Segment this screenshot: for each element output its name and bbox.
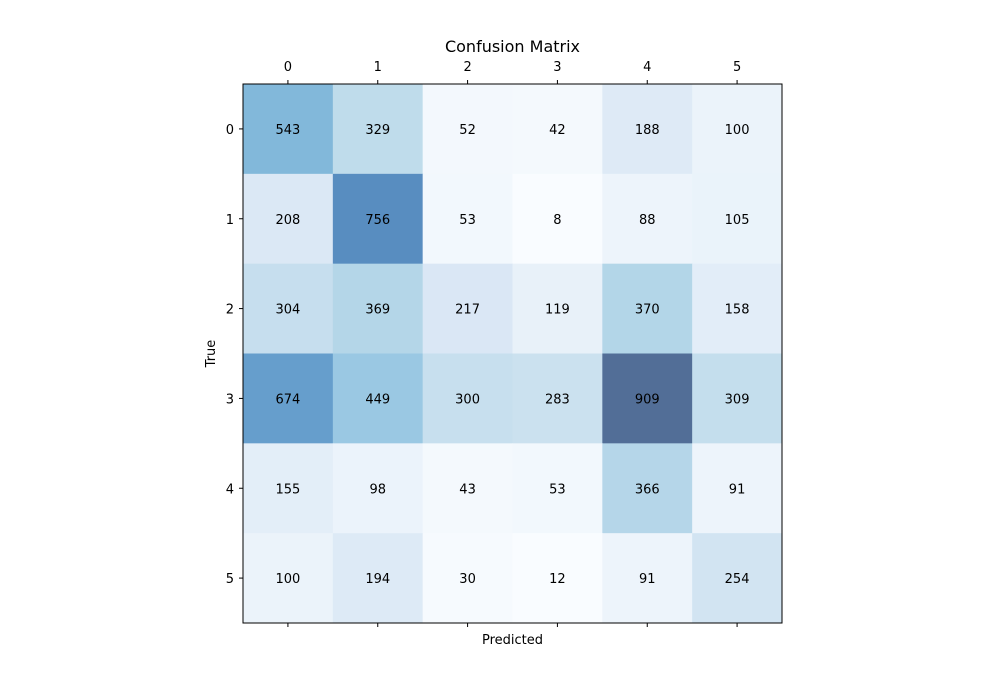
cell-value-3-2: 300 (455, 392, 480, 407)
x-axis-label: Predicted (482, 633, 543, 648)
cell-value-4-0: 155 (276, 482, 301, 497)
heatmap-cell-1-5 (692, 173, 783, 265)
heatmap-cell-4-4 (602, 443, 693, 534)
heatmap-cell-5-0 (243, 533, 334, 624)
cell-value-5-2: 30 (459, 572, 476, 587)
cell-value-0-0: 543 (276, 123, 301, 138)
heatmap-cell-4-1 (332, 443, 424, 534)
plot-frame (242, 83, 783, 624)
cell-value-3-4: 909 (635, 392, 660, 407)
heatmap-cell-5-4 (602, 533, 693, 624)
cell-value-5-5: 254 (725, 572, 750, 587)
heatmap-cell-3-4 (602, 353, 693, 444)
cell-value-1-5: 105 (725, 213, 750, 228)
cell-value-4-5: 91 (729, 482, 746, 497)
heatmap-cell-0-5 (692, 84, 783, 175)
heatmap-cell-5-3 (512, 533, 603, 624)
x-tick-label-4: 4 (643, 60, 651, 75)
heatmap-cell-2-2 (422, 263, 513, 354)
y-tick-label-3: 3 (226, 392, 234, 407)
heatmap-cell-4-0 (243, 443, 334, 534)
cell-value-0-3: 42 (549, 123, 566, 138)
x-tick-label-5: 5 (733, 60, 741, 75)
cell-value-1-0: 208 (276, 213, 301, 228)
heatmap-cell-3-3 (512, 353, 603, 444)
heatmap-cell-0-3 (512, 84, 603, 175)
cell-value-5-1: 194 (365, 572, 390, 587)
cell-value-3-1: 449 (365, 392, 390, 407)
heatmap-cell-4-2 (422, 443, 513, 534)
cell-value-2-3: 119 (545, 303, 570, 318)
heatmap-cell-2-0 (243, 263, 334, 354)
x-tick-label-1: 1 (374, 60, 382, 75)
heatmap-cell-0-2 (422, 84, 513, 175)
cell-value-4-2: 43 (459, 482, 476, 497)
cell-value-3-3: 283 (545, 392, 570, 407)
cell-value-0-4: 188 (635, 123, 660, 138)
x-tick-label-2: 2 (463, 60, 471, 75)
heatmap-cell-4-5 (692, 443, 783, 534)
cell-value-0-5: 100 (725, 123, 750, 138)
heatmap-cell-3-1 (332, 353, 424, 444)
heatmap-cell-2-1 (332, 263, 424, 354)
heatmap-cell-1-2 (422, 173, 513, 265)
cell-value-4-1: 98 (369, 482, 386, 497)
heatmap-cell-2-5 (692, 263, 783, 354)
y-tick-label-0: 0 (226, 123, 234, 138)
x-tick-label-3: 3 (553, 60, 561, 75)
heatmap-cell-2-3 (512, 263, 603, 354)
cell-value-2-2: 217 (455, 303, 480, 318)
cell-value-5-4: 91 (639, 572, 656, 587)
cell-value-5-3: 12 (549, 572, 566, 587)
heatmap-cell-1-4 (602, 173, 693, 265)
chart-title: Confusion Matrix (445, 37, 580, 56)
cell-value-3-5: 309 (725, 392, 750, 407)
cell-value-1-4: 88 (639, 213, 656, 228)
cell-value-3-0: 674 (276, 392, 301, 407)
cell-value-0-1: 329 (365, 123, 390, 138)
heatmap-cell-3-2 (422, 353, 513, 444)
cell-value-4-3: 53 (549, 482, 566, 497)
heatmap-cell-2-4 (602, 263, 693, 354)
heatmap-cell-3-0 (243, 353, 334, 444)
y-tick-label-4: 4 (226, 482, 234, 497)
y-axis-ticks: 0 1 2 3 4 5 (226, 123, 243, 587)
cell-value-0-2: 52 (459, 123, 476, 138)
cell-value-1-3: 8 (553, 213, 561, 228)
cell-value-4-4: 366 (635, 482, 660, 497)
cell-value-1-2: 53 (459, 213, 476, 228)
cell-value-2-1: 369 (365, 303, 390, 318)
heatmap-cell-5-5 (692, 533, 783, 624)
cell-value-5-0: 100 (276, 572, 301, 587)
y-tick-label-5: 5 (226, 572, 234, 587)
heatmap-cell-5-1 (332, 533, 424, 624)
heatmap-cell-0-4 (602, 84, 693, 175)
heatmap-cell-5-2 (422, 533, 513, 624)
heatmap-cell-1-3 (512, 173, 603, 265)
heatmap-cell-0-1 (332, 84, 424, 175)
heatmap-cell-1-1 (332, 173, 424, 265)
x-tick-label-0: 0 (284, 60, 292, 75)
heatmap-cell-1-0 (243, 173, 334, 265)
heatmap-cell-3-5 (692, 353, 783, 444)
y-tick-label-1: 1 (226, 213, 234, 228)
y-tick-label-2: 2 (226, 303, 234, 318)
heatmap-cells (243, 84, 783, 624)
heatmap-cell-0-0 (243, 84, 334, 175)
cell-value-2-4: 370 (635, 303, 660, 318)
y-axis-label: True (204, 340, 219, 369)
heatmap-cell-4-3 (512, 443, 603, 534)
cell-value-2-0: 304 (276, 303, 301, 318)
cell-value-1-1: 756 (365, 213, 390, 228)
cell-value-2-5: 158 (725, 303, 750, 318)
